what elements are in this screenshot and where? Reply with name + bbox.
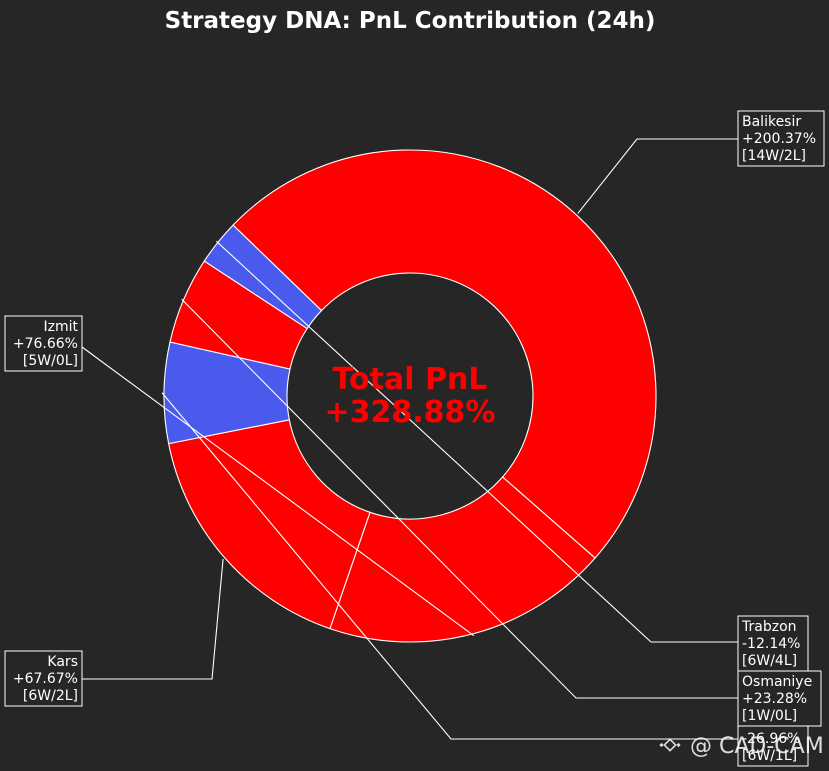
slice-label-record: [6W/2L]: [23, 688, 78, 704]
slice-label-record: [14W/2L]: [742, 148, 806, 164]
donut-slice: [168, 419, 371, 630]
slice-label-name: Trabzon: [741, 619, 797, 635]
slice-label-box: [4, 650, 83, 707]
center-total-label: Total PnL: [333, 362, 488, 397]
watermark-text: @ CAD-CAM: [690, 734, 824, 759]
leader-line: [161, 392, 738, 740]
center-total-value: +328.88%: [325, 395, 496, 430]
slice-labels: Balikesir+200.37%[14W/2L] Izmit+76.66%[5W…: [4, 110, 825, 767]
slice-label-box: [737, 670, 822, 727]
slice-label-record: [6W/4L]: [742, 653, 797, 669]
leader-line: [82, 558, 224, 680]
slice-label-box: [4, 315, 83, 372]
leader-line: [215, 240, 738, 643]
slice-label-pnl: +23.28%: [742, 691, 807, 707]
slice-label-name: Izmit: [44, 319, 79, 335]
slice-label-name: Osmaniye: [742, 674, 812, 690]
slice-label-pnl: +67.67%: [13, 671, 78, 687]
slice-label-record: [6W/1L]: [742, 748, 797, 764]
watermark: @ CAD-CAM: [659, 734, 824, 759]
donut-slice: [232, 149, 657, 559]
slice-label-pnl: +76.66%: [13, 336, 78, 352]
slice-label-record: [5W/0L]: [23, 353, 78, 369]
slice-label-record: [1W/0L]: [742, 708, 797, 724]
slice-label-name: Balikesir: [742, 114, 801, 130]
donut-slice: [329, 476, 596, 643]
slice-label-pnl: -26.96%: [742, 731, 800, 747]
chart-title: Strategy DNA: PnL Contribution (24h): [165, 8, 656, 34]
slice-label-name: Kars: [47, 654, 78, 670]
donut-slices: [163, 149, 657, 643]
slice-label-pnl: +200.37%: [742, 131, 816, 147]
binance-diamond-icon: [659, 738, 681, 752]
donut-slice: [203, 224, 323, 330]
slice-label-box: [737, 110, 825, 167]
slice-label-pnl: -12.14%: [742, 636, 800, 652]
leader-line: [577, 138, 738, 214]
label-leaders: [81, 138, 738, 740]
leader-line: [181, 298, 738, 699]
leader-line: [81, 346, 475, 637]
slice-label-box: [737, 615, 809, 672]
